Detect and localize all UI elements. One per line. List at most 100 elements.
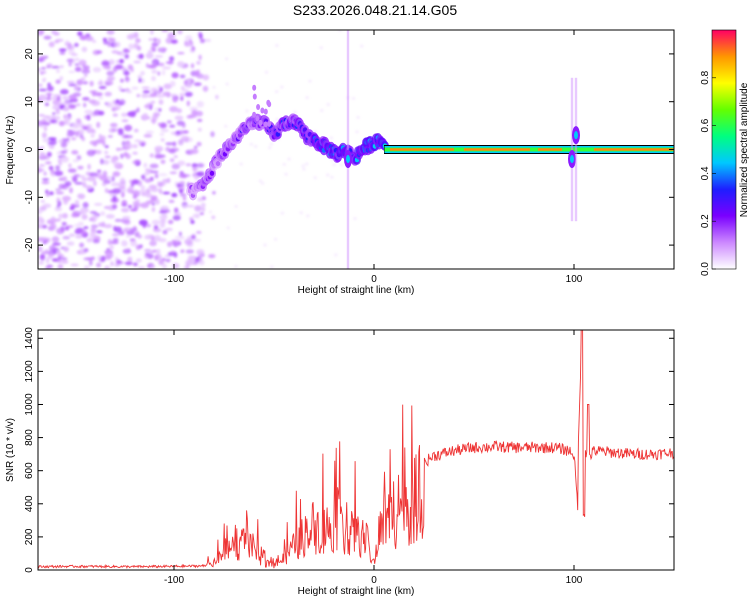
noise-speck: [108, 128, 116, 133]
noise-speck: [162, 69, 166, 76]
noise-speck: [163, 83, 172, 90]
noise-speck: [77, 165, 84, 170]
noise-speck: [190, 220, 195, 224]
noise-speck: [91, 90, 97, 97]
noise-speck: [137, 234, 142, 239]
colorbar-ticks: 0.0 0.2 0.4 0.6 0.8: [700, 70, 716, 276]
noise-speck: [45, 96, 52, 101]
noise-speck: [57, 264, 64, 269]
noise-speck: [44, 102, 49, 106]
noise-speck: [67, 130, 75, 137]
ridge-blob: [267, 120, 272, 127]
noise-speck: [194, 205, 202, 212]
noise-speck: [127, 64, 133, 71]
noise-speck: [162, 178, 169, 184]
noise-speck: [116, 59, 120, 64]
noise-speck: [104, 145, 109, 149]
x-tick-label: -100: [164, 575, 184, 586]
noise-speck: [38, 220, 44, 226]
noise-speck: [110, 261, 114, 267]
noise-speck: [95, 92, 103, 97]
noise-speck: [47, 85, 54, 92]
noise-speck: [132, 200, 139, 207]
noise-speck: [124, 135, 133, 139]
noise-speck: [122, 66, 127, 73]
noise-speck: [202, 74, 210, 81]
spikes: [344, 30, 580, 269]
noise-speck: [80, 77, 86, 81]
noise-speck: [57, 259, 62, 263]
ridge-blob: [260, 107, 265, 114]
noise-speck: [145, 130, 154, 134]
noise-speck: [98, 85, 107, 90]
noise-speck: [63, 246, 69, 252]
noise-speck: [72, 211, 77, 218]
noise-speck: [189, 148, 199, 154]
noise-speck: [52, 94, 62, 97]
noise-speck: [59, 65, 64, 69]
noise-speck: [106, 75, 116, 81]
noise-speck: [140, 71, 145, 76]
noise-speck: [168, 148, 176, 154]
noise-speck: [184, 138, 190, 143]
noise-speck: [102, 65, 110, 70]
noise-speck: [308, 80, 312, 83]
noise-speck: [56, 227, 65, 235]
noise-speck: [270, 265, 274, 268]
noise-speck: [59, 76, 64, 81]
noise-speck: [65, 115, 72, 121]
noise-speck: [124, 76, 130, 83]
noise-speck: [261, 182, 265, 185]
noise-speck: [72, 176, 78, 183]
noise-speck: [131, 86, 139, 90]
noise-speck: [137, 45, 142, 51]
noise-speck: [63, 119, 68, 125]
noise-speck: [78, 175, 86, 178]
noise-speck: [120, 153, 124, 159]
noise-speck: [356, 116, 360, 119]
ridge-blob: [252, 93, 257, 100]
noise-speck: [125, 234, 131, 238]
figure-title: S233.2026.048.21.14.G05: [293, 2, 457, 18]
noise-speck: [61, 221, 67, 226]
noise-speck: [89, 211, 97, 214]
noise-speck: [139, 244, 143, 249]
y-tick-label: 1000: [24, 393, 35, 416]
noise-speck: [38, 114, 45, 117]
noise-speck: [234, 265, 238, 268]
noise-speck: [54, 207, 63, 212]
noise-speck: [154, 198, 160, 205]
noise-speck: [191, 109, 198, 116]
noise-speck: [170, 39, 178, 44]
noise-speck: [178, 139, 184, 146]
noise-speck: [151, 202, 155, 206]
noise-speck: [82, 65, 90, 70]
noise-speck: [209, 210, 212, 214]
noise-speck: [146, 188, 152, 191]
noise-speck: [132, 144, 138, 149]
noise-speck: [352, 97, 355, 100]
noise-speck: [113, 41, 121, 48]
noise-speck: [97, 81, 104, 86]
noise-speck: [110, 240, 119, 245]
noise-speck: [133, 60, 141, 64]
noise-speck: [171, 72, 179, 79]
noise-speck: [151, 69, 158, 74]
noise-speck: [125, 88, 130, 92]
noise-speck: [320, 109, 324, 112]
noise-speck: [54, 218, 61, 222]
noise-speck: [202, 85, 209, 92]
ridge-blob: [252, 111, 257, 118]
noise-speck: [38, 224, 44, 229]
noise-speck: [353, 217, 357, 220]
noise-speck: [162, 191, 171, 195]
noise-speck: [87, 163, 91, 170]
noise-speck: [117, 128, 124, 133]
noise-speck: [179, 74, 186, 79]
noise-speck: [170, 131, 176, 135]
noise-speck: [179, 171, 184, 175]
noise-speck: [162, 263, 167, 269]
noise-speck: [137, 266, 146, 269]
noise-speck: [179, 189, 184, 194]
noise-speck: [56, 151, 62, 155]
